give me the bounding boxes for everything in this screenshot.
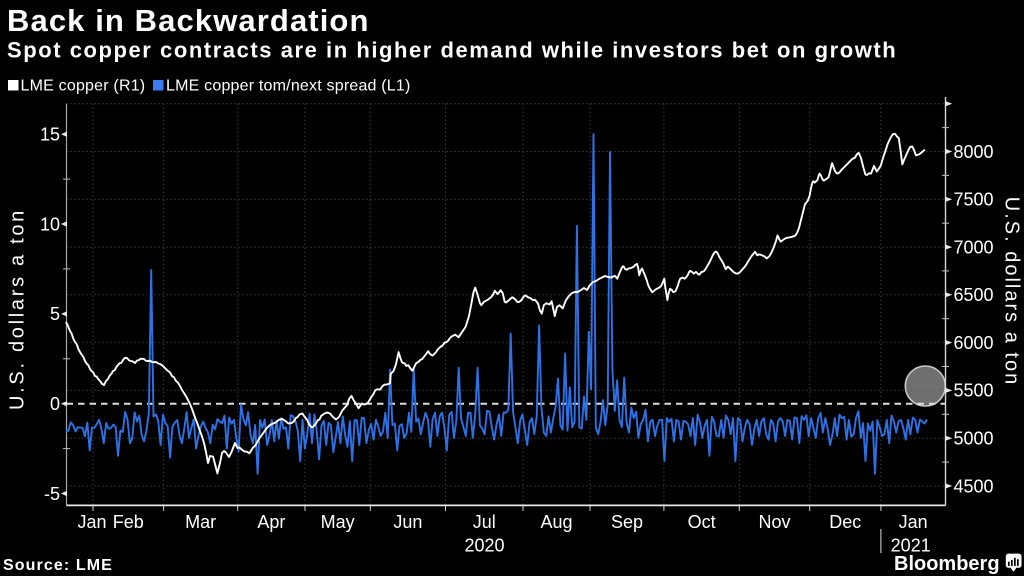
svg-text:4500: 4500	[954, 476, 994, 496]
svg-text:Jan: Jan	[77, 512, 106, 532]
svg-text:Oct: Oct	[688, 512, 716, 532]
svg-text:7500: 7500	[954, 190, 994, 210]
svg-text:8000: 8000	[954, 142, 994, 162]
svg-text:Spot copper contracts are in h: Spot copper contracts are in higher dema…	[7, 38, 897, 63]
svg-text:0: 0	[50, 394, 60, 414]
svg-text:6000: 6000	[954, 333, 994, 353]
svg-text:2020: 2020	[464, 536, 504, 556]
svg-text:Apr: Apr	[257, 512, 285, 532]
svg-text:Jan: Jan	[899, 512, 928, 532]
svg-text:2021: 2021	[891, 536, 931, 556]
svg-text:Jul: Jul	[473, 512, 496, 532]
svg-text:Bloomberg: Bloomberg	[894, 553, 1000, 575]
svg-text:10: 10	[40, 214, 60, 234]
svg-text:Jun: Jun	[393, 512, 422, 532]
svg-text:U.S. dollars a ton: U.S. dollars a ton	[7, 208, 29, 410]
svg-text:5500: 5500	[954, 381, 994, 401]
svg-text:U.S. dollars a ton: U.S. dollars a ton	[1001, 197, 1023, 386]
svg-text:LME copper (R1): LME copper (R1)	[21, 78, 146, 95]
svg-text:Aug: Aug	[540, 512, 572, 532]
svg-text:Nov: Nov	[758, 512, 790, 532]
svg-text:May: May	[321, 512, 355, 532]
svg-text:7000: 7000	[954, 237, 994, 257]
svg-text:5: 5	[50, 304, 60, 324]
svg-text:LME copper tom/next spread (L1: LME copper tom/next spread (L1)	[166, 78, 411, 95]
svg-text:-5: -5	[44, 484, 60, 504]
svg-text:15: 15	[40, 125, 60, 145]
svg-text:Back in Backwardation: Back in Backwardation	[7, 3, 370, 38]
svg-text:Feb: Feb	[113, 512, 144, 532]
svg-text:Dec: Dec	[829, 512, 861, 532]
svg-text:Mar: Mar	[185, 512, 216, 532]
svg-text:6500: 6500	[954, 285, 994, 305]
svg-text:Sep: Sep	[611, 512, 643, 532]
svg-text:Source: LME: Source: LME	[3, 557, 113, 574]
svg-text:5000: 5000	[954, 429, 994, 449]
